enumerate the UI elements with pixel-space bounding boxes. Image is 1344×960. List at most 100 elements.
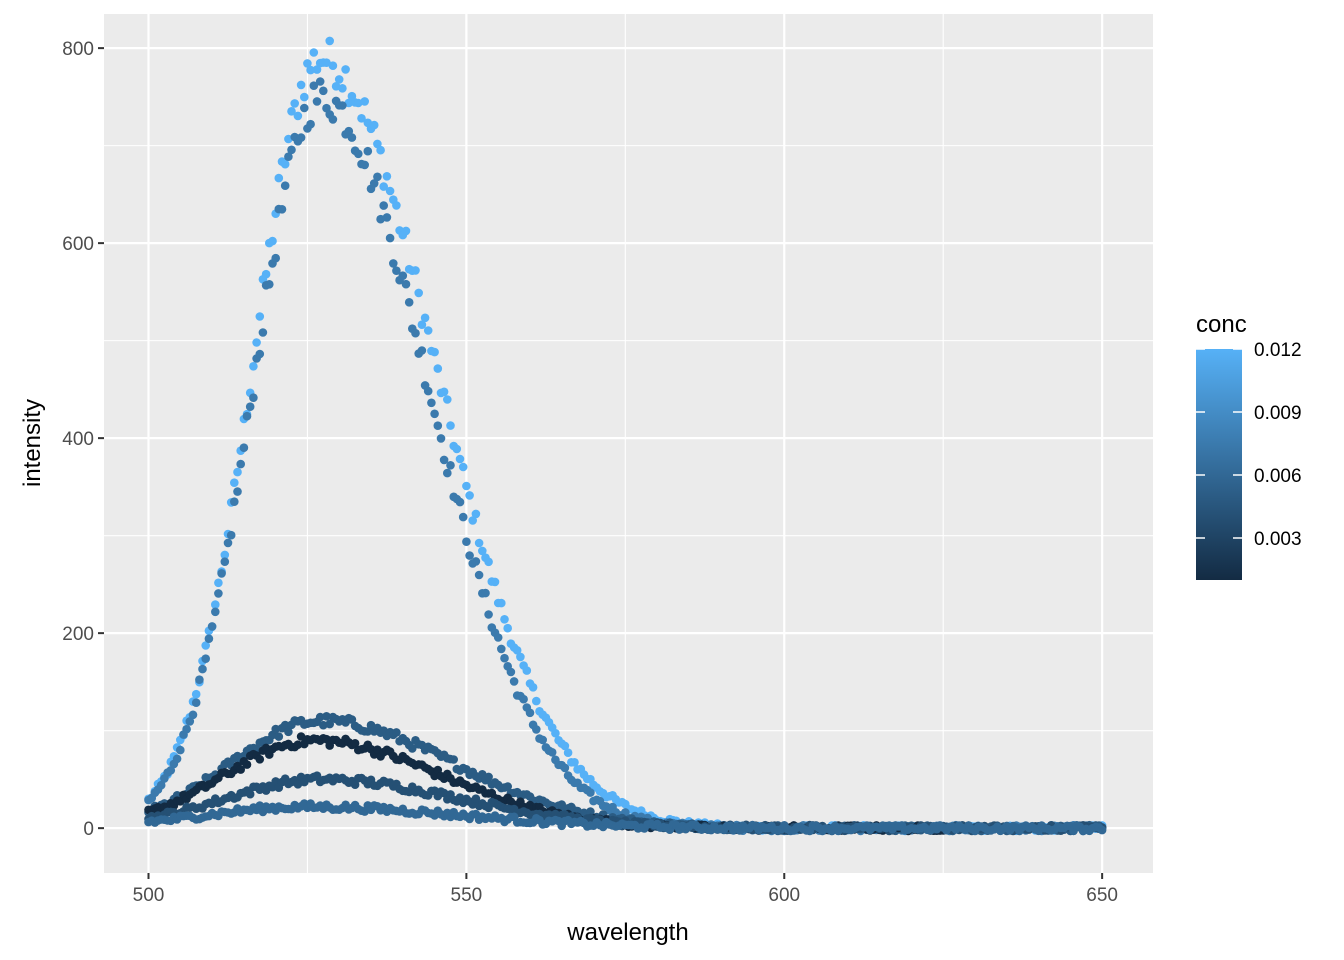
x-tick-label: 500 [133,885,165,906]
data-point [392,201,401,210]
data-point [563,748,573,757]
data-point [443,468,452,478]
data-point [242,411,252,421]
y-tick-label: 0 [83,819,94,840]
data-point [471,557,481,566]
data-point [404,298,414,307]
data-point [439,387,449,397]
data-point [484,610,493,619]
data-point [233,487,242,496]
data-point [484,557,493,567]
data-point [338,84,347,93]
y-tick-label: 400 [62,429,94,450]
data-point [242,760,252,769]
data-point [328,61,338,70]
data-point [401,226,411,236]
data-point [284,152,293,161]
data-point [319,86,328,96]
data-point [347,133,357,142]
data-point [236,459,245,469]
data-point [398,271,408,281]
data-point [211,600,220,609]
data-point [195,675,204,684]
y-tick-label: 800 [62,39,94,60]
data-point [490,577,500,587]
data-point [182,724,191,734]
data-point [382,213,392,222]
data-point [570,758,579,767]
data-point [439,455,449,465]
data-point [255,349,265,359]
data-point [484,772,493,782]
data-point [201,641,210,650]
data-point [309,48,319,57]
data-point [411,266,420,275]
data-point [220,557,230,566]
data-point [322,712,331,721]
data-point [500,615,509,624]
data-point [214,578,223,588]
data-point [478,546,487,556]
data-point [315,712,325,722]
data-point [458,462,468,472]
legend-label: 0.003 [1254,529,1302,550]
data-point [328,115,338,124]
legend-label: 0.006 [1254,466,1302,487]
legend-label: 0.009 [1254,403,1302,424]
data-point [249,362,258,371]
data-point [497,644,506,654]
data-point [230,497,239,507]
data-point [532,725,541,734]
data-point [261,269,271,279]
data-point [360,97,370,106]
data-point [300,92,309,102]
y-axis-title: intensity [19,399,46,487]
data-point [379,182,389,191]
data-point [430,347,439,357]
data-point [350,739,360,748]
data-point [309,81,319,90]
data-point [211,607,220,617]
data-point [354,149,363,159]
data-point [455,497,465,507]
data-point [481,588,490,598]
data-point [287,107,296,116]
data-point [522,666,532,675]
data-point [516,652,525,662]
data-point [341,65,350,74]
data-point [369,179,379,188]
data-point [401,279,411,289]
data-point [385,233,395,243]
data-point [369,120,379,130]
data-point [306,65,315,75]
data-point [255,312,265,321]
data-point [185,717,195,726]
data-point [325,719,335,729]
data-point [446,421,455,430]
data-point [204,634,214,643]
data-point [280,720,290,730]
data-point [319,720,328,730]
data-point [277,205,287,214]
data-point [1097,825,1107,835]
data-point [392,728,401,737]
data-point [312,97,322,106]
data-point [176,745,185,755]
data-point [376,145,385,155]
data-point [551,728,560,738]
data-point [471,509,481,519]
data-point [423,386,433,396]
data-point [506,667,516,677]
data-point [284,727,293,737]
data-point [230,478,239,488]
data-point [252,338,261,347]
data-point [166,766,176,775]
data-point [233,467,242,477]
data-point [274,732,284,741]
data-point [268,236,277,246]
data-point [300,103,309,113]
data-point [446,461,455,470]
data-point [503,782,512,791]
data-point [239,443,249,453]
data-point [156,780,166,790]
